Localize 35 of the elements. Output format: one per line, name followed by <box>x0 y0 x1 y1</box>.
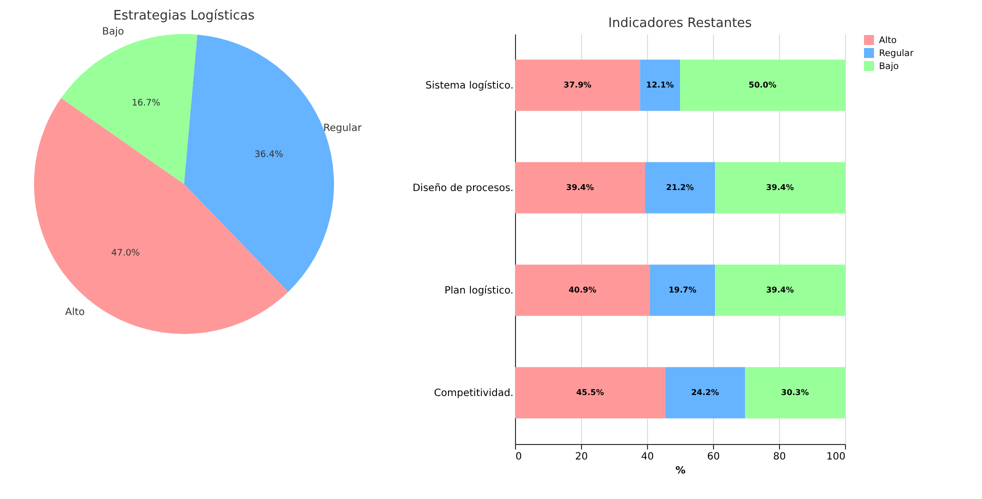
y-tick-label: Competitividad. <box>434 388 514 399</box>
data-label: 21.2% <box>666 182 694 192</box>
y-tick-label: Diseño de procesos. <box>412 182 514 194</box>
y-tick-label: Plan logístico. <box>444 285 514 296</box>
legend-label: Alto <box>879 36 898 46</box>
data-label: 37.9% <box>564 80 592 90</box>
data-label: 45.5% <box>576 388 604 397</box>
x-tick-label: 60 <box>707 452 720 462</box>
pie-slice <box>34 98 288 334</box>
data-label: 36.4% <box>254 150 284 160</box>
chart-title: Indicadores Restantes <box>608 16 752 31</box>
data-label: 40.9% <box>568 285 596 294</box>
data-label: 47.0% <box>111 248 140 258</box>
data-label: 50.0% <box>748 80 776 90</box>
legend-label: Bajo <box>879 62 900 72</box>
x-tick-label: 40 <box>641 452 654 462</box>
chart-title: Estrategias Logísticas <box>113 8 255 24</box>
data-label: 39.4% <box>766 182 794 192</box>
data-label: 19.7% <box>668 285 696 294</box>
slice-label: Alto <box>65 306 85 318</box>
x-tick-label: 20 <box>575 452 588 462</box>
legend-label: Regular <box>879 49 914 59</box>
y-tick-label: Sistema logístico. <box>425 80 514 92</box>
x-tick-label: 0 <box>516 452 522 462</box>
x-tick-label: 80 <box>773 452 786 462</box>
x-tick-label: 100 <box>826 452 846 462</box>
slice-label: Bajo <box>102 26 124 38</box>
data-label: 12.1% <box>646 80 674 90</box>
data-label: 30.3% <box>781 388 809 397</box>
data-label: 24.2% <box>691 388 719 397</box>
x-axis-title: % <box>675 466 686 476</box>
data-label: 39.4% <box>566 182 594 192</box>
data-label: 39.4% <box>766 285 794 294</box>
slice-label: Regular <box>323 122 362 134</box>
data-label: 16.7% <box>132 98 161 108</box>
